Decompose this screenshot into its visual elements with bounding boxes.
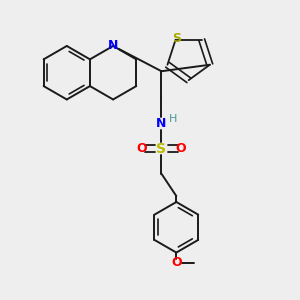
Text: S: S: [172, 32, 182, 45]
Text: S: S: [157, 142, 166, 155]
Text: H: H: [169, 114, 177, 124]
Text: N: N: [108, 40, 118, 52]
Text: O: O: [137, 142, 148, 155]
Text: N: N: [156, 117, 167, 130]
Text: O: O: [176, 142, 186, 155]
Text: O: O: [171, 256, 181, 269]
